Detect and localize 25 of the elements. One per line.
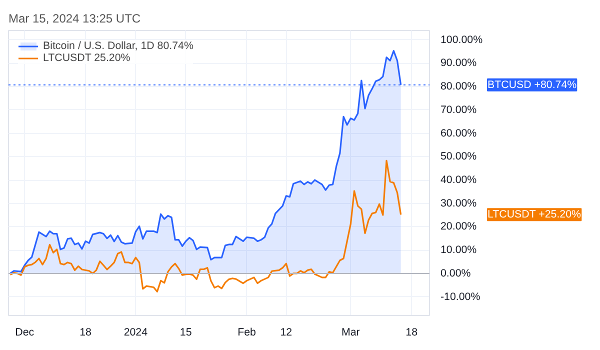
x-tick-label: 2024	[124, 326, 148, 338]
text: LTCUSDT +25.20%	[488, 208, 582, 221]
y-tick-label: 0.00%	[440, 267, 472, 280]
y-tick-label: 100.00%	[440, 34, 484, 46]
y-tick-label: -10.00%	[440, 290, 481, 303]
y-tick-label: 80.00%	[440, 80, 478, 93]
x-tick-label: 15	[180, 326, 192, 338]
x-tick-label: 12	[280, 326, 292, 338]
legend-label: LTCUSDT 25.20%	[43, 52, 130, 64]
x-tick-label: Feb	[238, 326, 256, 338]
y-tick-label: 40.00%	[440, 174, 478, 186]
y-tick-label: 60.00%	[440, 127, 478, 140]
y-tick-label: 90.00%	[440, 57, 478, 70]
y-tick-label: 30.00%	[440, 197, 478, 210]
y-tick-label: 50.00%	[440, 150, 478, 163]
y-tick-label: 20.00%	[440, 220, 478, 233]
chart-title: Mar 15, 2024 13:25 UTC	[8, 12, 141, 26]
y-tick-label: 70.00%	[440, 104, 478, 116]
y-tick-label: 10.00%	[440, 244, 478, 256]
x-tick-label: Dec	[15, 326, 35, 338]
x-tick-label: Mar	[342, 326, 360, 338]
x-tick-label: 18	[80, 326, 92, 338]
legend-label: Bitcoin / U.S. Dollar, 1D 80.74%	[43, 40, 194, 52]
x-tick-label: 18	[406, 326, 418, 338]
text: BTCUSD +80.74%	[488, 78, 578, 91]
